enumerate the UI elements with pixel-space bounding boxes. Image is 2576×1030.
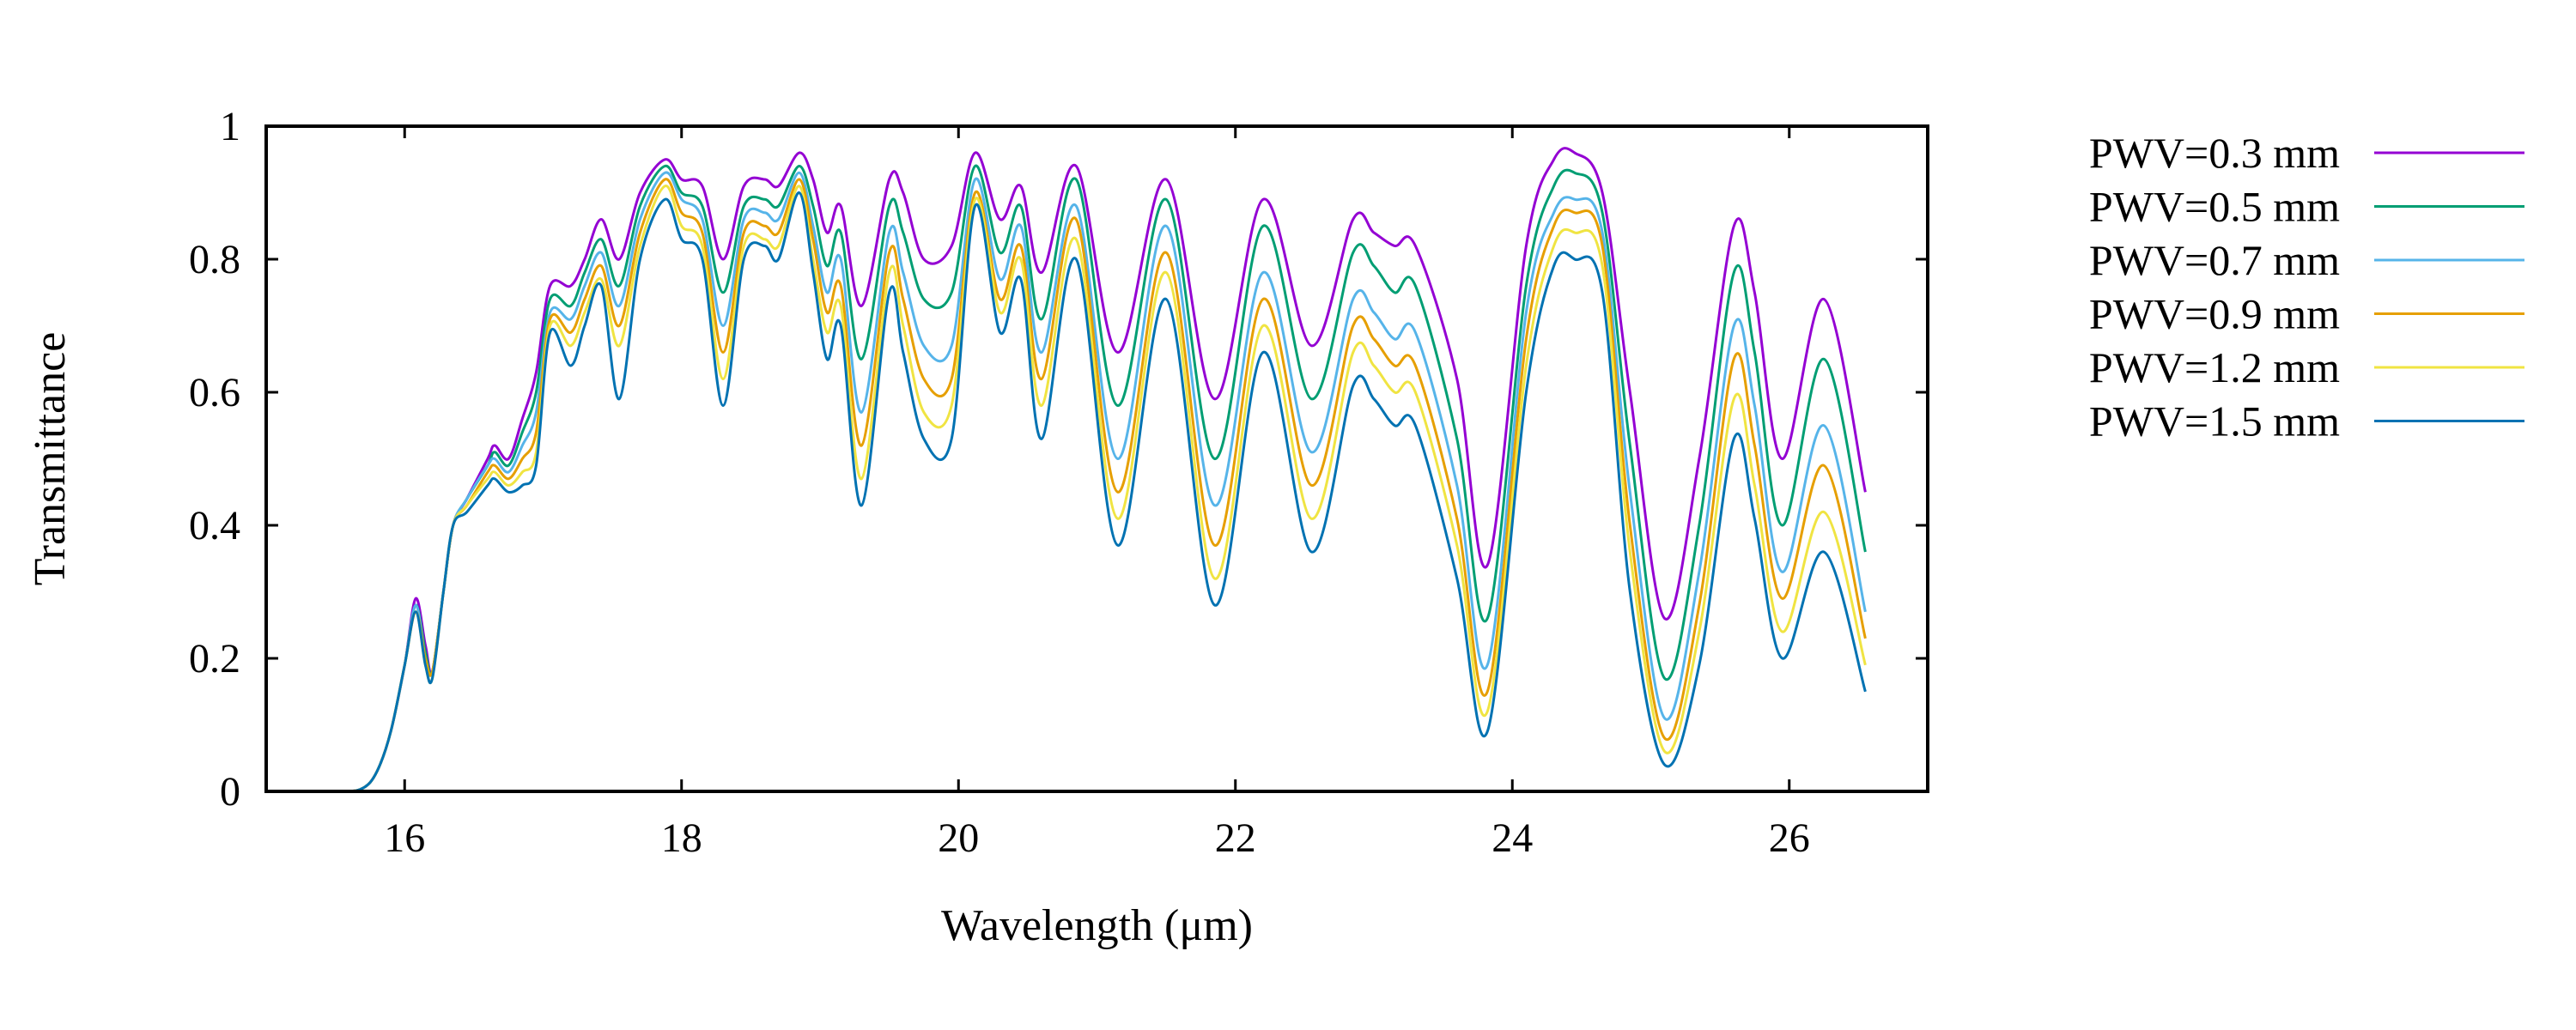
plot-frame bbox=[264, 124, 1929, 793]
series-layer bbox=[294, 147, 1867, 793]
series-line-3 bbox=[294, 171, 1867, 793]
legend-label-6: PWV=1.5 mm bbox=[2089, 397, 2340, 445]
series-line-2 bbox=[294, 164, 1867, 793]
legend: PWV=0.3 mm PWV=0.5 mm PWV=0.7 mm PWV=0.9 mm… bbox=[2089, 129, 2524, 445]
series-line-1 bbox=[294, 147, 1867, 793]
legend-label-4: PWV=0.9 mm bbox=[2089, 290, 2340, 338]
x-axis-label: Wavelength (μm) bbox=[941, 901, 1253, 950]
y-axis-label: Transmittance bbox=[26, 332, 75, 586]
y-tick-label: 0.6 bbox=[189, 370, 240, 415]
legend-label-1: PWV=0.3 mm bbox=[2089, 129, 2340, 177]
x-tick-label: 20 bbox=[938, 815, 979, 861]
series-line-6 bbox=[294, 191, 1867, 793]
x-tick-label: 16 bbox=[384, 815, 425, 861]
ticks-layer: 16 18 20 22 24 26 0 0.2 0.4 0.6 0.8 1 bbox=[189, 104, 1928, 861]
x-tick-label: 26 bbox=[1769, 815, 1810, 861]
y-tick-label: 0.8 bbox=[189, 237, 240, 282]
y-tick-label: 1 bbox=[220, 104, 240, 149]
legend-label-3: PWV=0.7 mm bbox=[2089, 236, 2340, 284]
legend-label-2: PWV=0.5 mm bbox=[2089, 183, 2340, 231]
y-tick-label: 0.2 bbox=[189, 636, 240, 682]
y-tick-label: 0.4 bbox=[189, 503, 240, 548]
series-line-4 bbox=[294, 178, 1867, 793]
legend-label-5: PWV=1.2 mm bbox=[2089, 343, 2340, 391]
x-tick-label: 24 bbox=[1492, 815, 1533, 861]
x-tick-label: 22 bbox=[1215, 815, 1256, 861]
x-tick-label: 18 bbox=[661, 815, 702, 861]
y-tick-label: 0 bbox=[220, 769, 240, 815]
